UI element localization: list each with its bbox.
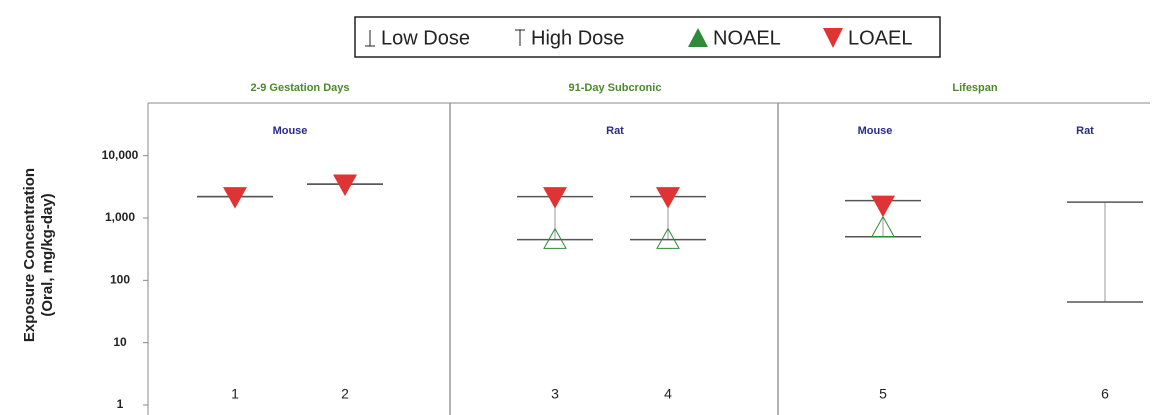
legend-box: [354, 16, 941, 58]
legend-label: LOAEL: [848, 27, 912, 49]
noael-marker: [543, 227, 567, 249]
group-label: Mouse: [858, 125, 893, 137]
legend-label: Low Dose: [381, 27, 470, 49]
y-tick-label: 100: [110, 273, 130, 287]
x-tick-label: 3: [551, 386, 559, 402]
x-tick-label: 6: [1101, 386, 1109, 402]
y-axis-label: (Oral, mg/kg-day): [39, 193, 56, 316]
panel-title: Lifespan: [952, 82, 998, 94]
x-tick-label: 1: [231, 386, 239, 402]
legend-symbol: [688, 28, 708, 47]
loael-marker: [871, 195, 895, 218]
y-tick-label: 1: [117, 397, 124, 411]
panel-title: 91-Day Subcronic: [569, 82, 662, 94]
loael-marker: [543, 187, 567, 209]
x-tick-label: 4: [664, 386, 672, 402]
x-tick-label: 5: [879, 386, 887, 402]
loael-marker: [223, 187, 247, 209]
y-axis-label: Exposure Concentration: [21, 168, 38, 342]
group-label: Rat: [1076, 125, 1094, 137]
loael-marker: [656, 187, 680, 209]
y-tick-label: 10,000: [102, 148, 139, 162]
panel-title: 2-9 Gestation Days: [250, 82, 349, 94]
loael-marker: [333, 174, 357, 197]
group-label: Rat: [606, 125, 624, 137]
legend-label: NOAEL: [713, 27, 781, 49]
group-label: Mouse: [273, 125, 308, 137]
legend-label: High Dose: [531, 27, 624, 49]
noael-marker: [656, 227, 680, 249]
legend-symbol: [823, 28, 843, 48]
x-tick-label: 2: [341, 386, 349, 402]
y-tick-label: 1,000: [105, 210, 135, 224]
noael-marker: [871, 215, 895, 237]
y-tick-label: 10: [113, 335, 127, 349]
